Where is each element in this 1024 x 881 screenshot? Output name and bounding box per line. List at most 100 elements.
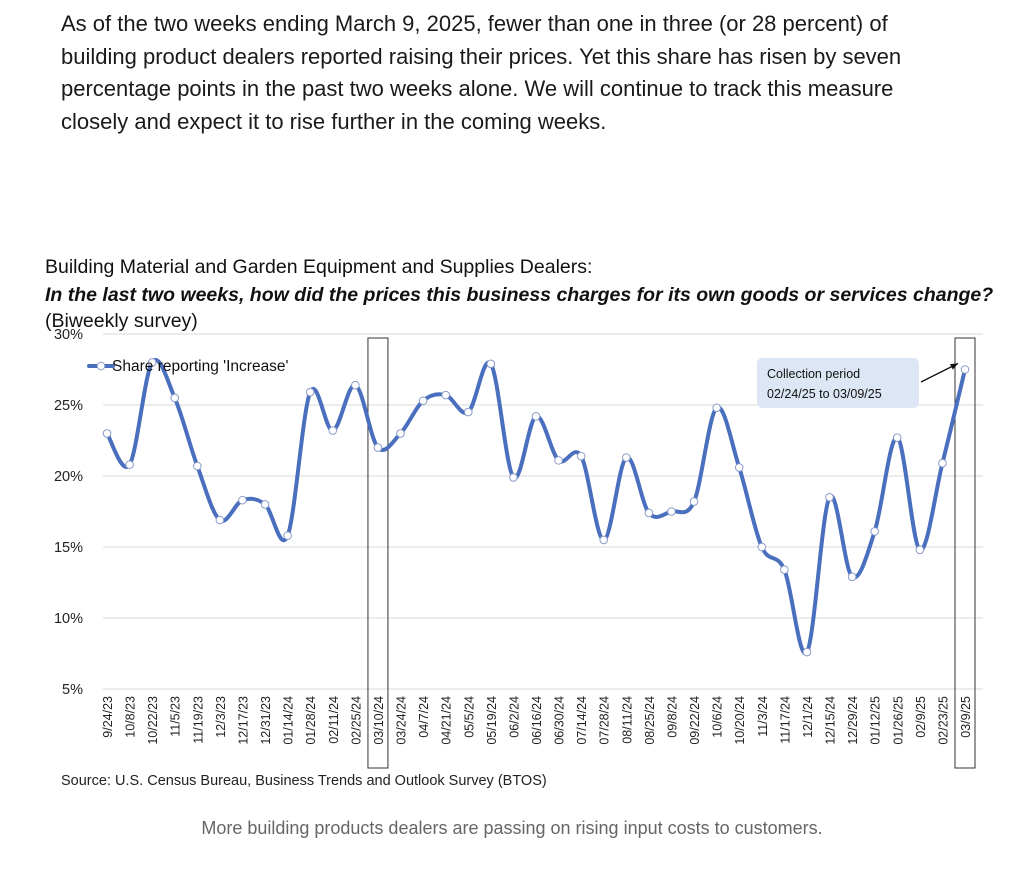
x-tick-label: 10/6/24 [711, 696, 725, 738]
x-tick-label: 06/2/24 [507, 696, 521, 738]
plot-background [45, 338, 1005, 799]
data-point [147, 358, 157, 367]
x-tick-label: 05/5/24 [462, 696, 476, 738]
y-tick-label: 15% [54, 540, 83, 556]
data-point [351, 380, 360, 390]
data-point [283, 531, 292, 540]
y-tick-label: 25% [54, 398, 83, 414]
data-point [780, 565, 789, 575]
data-point [757, 542, 767, 552]
x-tick-label: 11/17/24 [778, 696, 792, 744]
x-tick-label: 02/11/24 [327, 696, 341, 744]
data-point [622, 453, 631, 462]
x-tick-label: 10/20/24 [733, 696, 747, 745]
x-tick-label: 03/10/24 [372, 696, 386, 745]
data-point [418, 396, 428, 406]
x-tick-label: 12/1/24 [801, 696, 815, 738]
data-point [734, 463, 744, 472]
legend-label: Share reporting 'Increase' [112, 358, 289, 375]
x-tick-label: 02/23/25 [936, 696, 950, 745]
highlight-box [954, 337, 976, 769]
x-tick-label: 11/19/23 [191, 696, 205, 744]
chart-title: Building Material and Garden Equipment a… [45, 256, 593, 278]
x-tick-label: 10/22/23 [146, 696, 160, 745]
x-tick-label: 08/25/24 [643, 696, 657, 745]
data-point [554, 456, 563, 465]
data-point [825, 493, 834, 502]
data-point [328, 426, 338, 435]
data-point [305, 387, 315, 397]
data-point [531, 412, 541, 421]
chart-subtitle: In the last two weeks, how did the price… [45, 282, 1005, 334]
data-point [960, 365, 970, 374]
x-tick-label: 07/14/24 [575, 696, 589, 745]
x-tick-label: 01/12/25 [869, 696, 883, 745]
y-tick-label: 20% [54, 469, 83, 485]
x-tick-label: 01/26/25 [891, 696, 905, 745]
data-point [215, 515, 225, 525]
data-point [870, 527, 879, 536]
x-tick-label: 04/21/24 [440, 696, 454, 745]
x-tick-label: 04/7/24 [417, 696, 431, 738]
x-tick-label: 11/3/24 [756, 696, 770, 737]
data-point [712, 403, 721, 413]
x-tick-label: 12/31/23 [259, 696, 273, 745]
line-chart: 5% 10% 15% 20% 25% 30% 9/24/23 10/8/23 10/22/23 1… [45, 327, 1005, 799]
data-point [463, 407, 473, 417]
x-tick-label: 09/8/24 [665, 696, 679, 738]
data-point [441, 390, 450, 400]
data-point [260, 500, 270, 509]
chart-question: In the last two weeks, how did the price… [45, 284, 994, 306]
chart-title-suffix: (Biweekly survey) [45, 310, 198, 332]
legend-swatch-marker [96, 361, 106, 371]
data-point [802, 647, 812, 657]
x-tick-label: 01/28/24 [304, 696, 318, 745]
x-tick-label: 07/28/24 [598, 696, 612, 745]
x-tick-label: 06/30/24 [553, 696, 567, 745]
data-point [667, 507, 676, 516]
x-tick-label: 12/17/23 [236, 696, 250, 745]
x-tick-label: 12/15/24 [824, 696, 838, 745]
y-tick-label: 10% [54, 611, 83, 627]
x-tick-label: 01/14/24 [282, 696, 296, 745]
data-point [847, 572, 857, 582]
x-tick-label: 02/9/25 [914, 696, 928, 738]
y-tick-label: 5% [62, 682, 83, 698]
x-tick-label: 08/11/24 [620, 696, 634, 744]
data-point [396, 429, 405, 438]
x-tick-label: 11/5/23 [169, 696, 183, 737]
data-point [892, 433, 902, 442]
data-point [915, 545, 925, 555]
data-point [486, 359, 496, 369]
annotation-arrowhead [950, 363, 958, 370]
intro-paragraph: As of the two weeks ending March 9, 2025… [61, 11, 902, 134]
data-point [576, 451, 586, 461]
x-tick-label: 03/24/24 [395, 696, 409, 745]
data-point [938, 458, 947, 468]
x-tick-label: 09/22/24 [688, 696, 702, 745]
annotation-line-2: 02/24/25 to 03/09/25 [767, 387, 882, 401]
annotation-box [757, 358, 919, 408]
highlight-box [367, 337, 389, 769]
data-point [509, 473, 518, 482]
chart-figure: Building Material and Garden Equipment a… [45, 254, 1005, 799]
chart-source: Source: U.S. Census Bureau, Business Tre… [61, 773, 547, 789]
figure-caption: More building products dealers are passi… [201, 818, 823, 838]
x-tick-label: 05/19/24 [485, 696, 499, 745]
x-tick-label: 9/24/23 [101, 696, 115, 738]
data-point [125, 460, 134, 469]
data-point [238, 495, 247, 505]
data-point [193, 461, 202, 471]
data-point [170, 393, 180, 403]
data-point [373, 443, 383, 452]
x-tick-label: 06/16/24 [530, 696, 544, 745]
data-point [599, 535, 609, 545]
annotation-line-1: Collection period [767, 367, 860, 381]
data-point [689, 497, 699, 506]
data-point [102, 429, 112, 438]
y-tick-label: 30% [54, 327, 83, 343]
data-point [644, 508, 654, 518]
x-tick-label: 12/3/23 [214, 696, 228, 738]
x-tick-label: 02/25/24 [349, 696, 363, 745]
x-tick-label: 12/29/24 [846, 696, 860, 745]
